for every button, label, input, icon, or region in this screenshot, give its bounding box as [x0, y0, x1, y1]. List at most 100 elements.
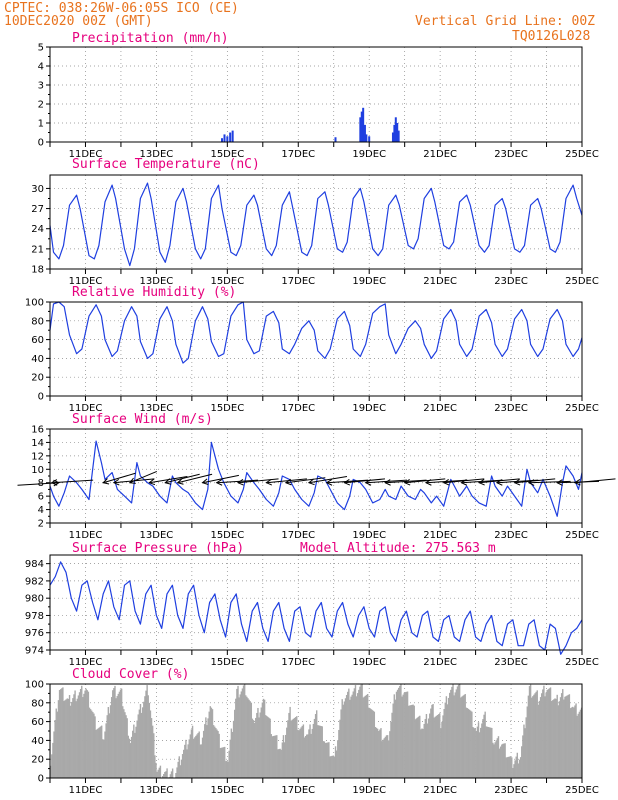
cloud-cover-bar	[319, 725, 321, 778]
cloud-cover-bar	[543, 685, 545, 778]
wind-arrow-head	[556, 479, 563, 486]
cloud-cover-bar	[268, 717, 270, 778]
cloud-cover-bar	[403, 692, 405, 778]
cloud-cover-bar	[153, 733, 155, 778]
series-line	[49, 301, 583, 364]
cloud-cover-bar	[312, 723, 315, 778]
cloud-cover-bar	[154, 755, 156, 778]
cloud-cover-bar	[274, 735, 277, 778]
panel-1: 0 1 2 3 4 5 11DEC 13DEC 15DEC 17DEC 19DEC 21DEC 23DE…	[38, 31, 599, 160]
precip-bar	[231, 130, 234, 142]
cloud-cover-bar	[252, 720, 255, 778]
cloud-cover-bar	[497, 736, 500, 778]
cloud-cover-bar	[282, 735, 285, 778]
cloud-cover-bar	[242, 685, 245, 778]
cloud-cover-bar	[416, 717, 419, 778]
cloud-cover-bar	[579, 709, 582, 778]
cloud-cover-bar	[437, 714, 440, 778]
cloud-cover-bar	[473, 727, 475, 778]
wind-arrow	[344, 478, 385, 484]
cloud-cover-bar	[178, 756, 180, 778]
cloud-cover-bar	[348, 688, 350, 778]
cloud-cover-bar	[150, 718, 153, 778]
cloud-cover-bar	[508, 756, 511, 778]
cloud-cover-bar	[371, 709, 373, 778]
wind-arrow-head	[176, 478, 184, 485]
cloud-cover-bar	[318, 725, 320, 778]
precip-bar	[221, 138, 224, 142]
y-tick-label: 2	[38, 100, 44, 111]
cloud-cover-bar	[468, 709, 471, 778]
cloud-cover-bar	[79, 689, 82, 778]
cloud-cover-bar	[155, 762, 157, 778]
cloud-cover-bar	[280, 749, 282, 778]
cloud-cover-bar	[481, 723, 483, 778]
wind-arrow-head	[53, 479, 60, 487]
cloud-cover-bar	[431, 704, 433, 778]
cloud-cover-bar	[161, 776, 164, 778]
y-tick-label: 80	[31, 316, 44, 327]
cloud-cover-bar	[449, 692, 451, 778]
cloud-cover-bar	[56, 711, 59, 778]
cloud-cover-bar	[259, 712, 261, 778]
cloud-cover-bar	[499, 746, 502, 778]
y-tick-label: 3	[38, 81, 44, 92]
cloud-cover-bar	[453, 695, 455, 778]
cloud-cover-bar	[188, 739, 190, 778]
cloud-cover-bar	[128, 738, 131, 778]
wind-arrow	[266, 478, 307, 484]
precip-bar	[360, 111, 363, 142]
cloud-cover-bar	[496, 738, 499, 778]
cloud-cover-bar	[171, 768, 174, 778]
cloud-cover-bar	[421, 728, 423, 778]
cloud-cover-bar	[355, 696, 358, 778]
cloud-cover-bar	[180, 759, 183, 778]
y-tick-label: 16	[31, 425, 44, 436]
cloud-cover-bar	[170, 771, 173, 778]
cloud-cover-bar	[446, 704, 449, 778]
x-tick-label: 23DEC	[494, 403, 528, 414]
cloud-cover-bar	[504, 743, 506, 778]
wind-arrow	[202, 474, 239, 484]
cloud-cover-bar	[531, 697, 533, 778]
cloud-cover-bar	[72, 698, 74, 778]
cloud-cover-bar	[324, 743, 327, 778]
cloud-cover-bar	[539, 697, 542, 778]
cloud-cover-bar	[262, 698, 265, 778]
cloud-cover-bar	[228, 750, 230, 778]
cloud-cover-bar	[434, 716, 436, 778]
cloud-cover-bar	[396, 689, 399, 778]
cloud-cover-bar	[103, 739, 105, 778]
cloud-cover-bar	[498, 748, 501, 778]
panel-frame	[49, 683, 583, 779]
cloud-cover-bar	[490, 727, 492, 778]
cloud-cover-bar	[256, 712, 258, 778]
cloud-cover-bar	[113, 688, 115, 778]
cloud-cover-bar	[550, 701, 553, 778]
wind-arrow-head	[384, 479, 391, 486]
cloud-cover-bar	[501, 744, 503, 778]
cloud-cover-bar	[311, 728, 313, 778]
x-tick-label: 23DEC	[494, 657, 528, 668]
cloud-cover-bar	[148, 702, 151, 778]
cloud-cover-bar	[404, 692, 407, 778]
cloud-cover-bar	[534, 693, 536, 778]
cloud-cover-bar	[546, 690, 548, 778]
cloud-cover-bar	[179, 765, 182, 778]
cloud-cover-bar	[71, 701, 73, 778]
cloud-cover-bar	[364, 695, 367, 778]
cloud-cover-bar	[97, 728, 100, 778]
cloud-cover-bar	[411, 704, 413, 778]
cloud-cover-bar	[450, 689, 452, 778]
cloud-cover-bar	[181, 754, 184, 778]
cloud-cover-bar	[166, 768, 168, 778]
cloud-cover-bar	[301, 725, 303, 778]
cloud-cover-bar	[186, 749, 188, 778]
cloud-cover-bar	[225, 761, 227, 778]
cloud-cover-bar	[220, 747, 223, 778]
cloud-cover-bar	[130, 736, 133, 778]
precip-bar	[368, 136, 371, 142]
cloud-cover-bar	[368, 707, 370, 778]
x-tick-label: 23DEC	[494, 785, 528, 796]
cloud-cover-bar	[84, 690, 86, 778]
